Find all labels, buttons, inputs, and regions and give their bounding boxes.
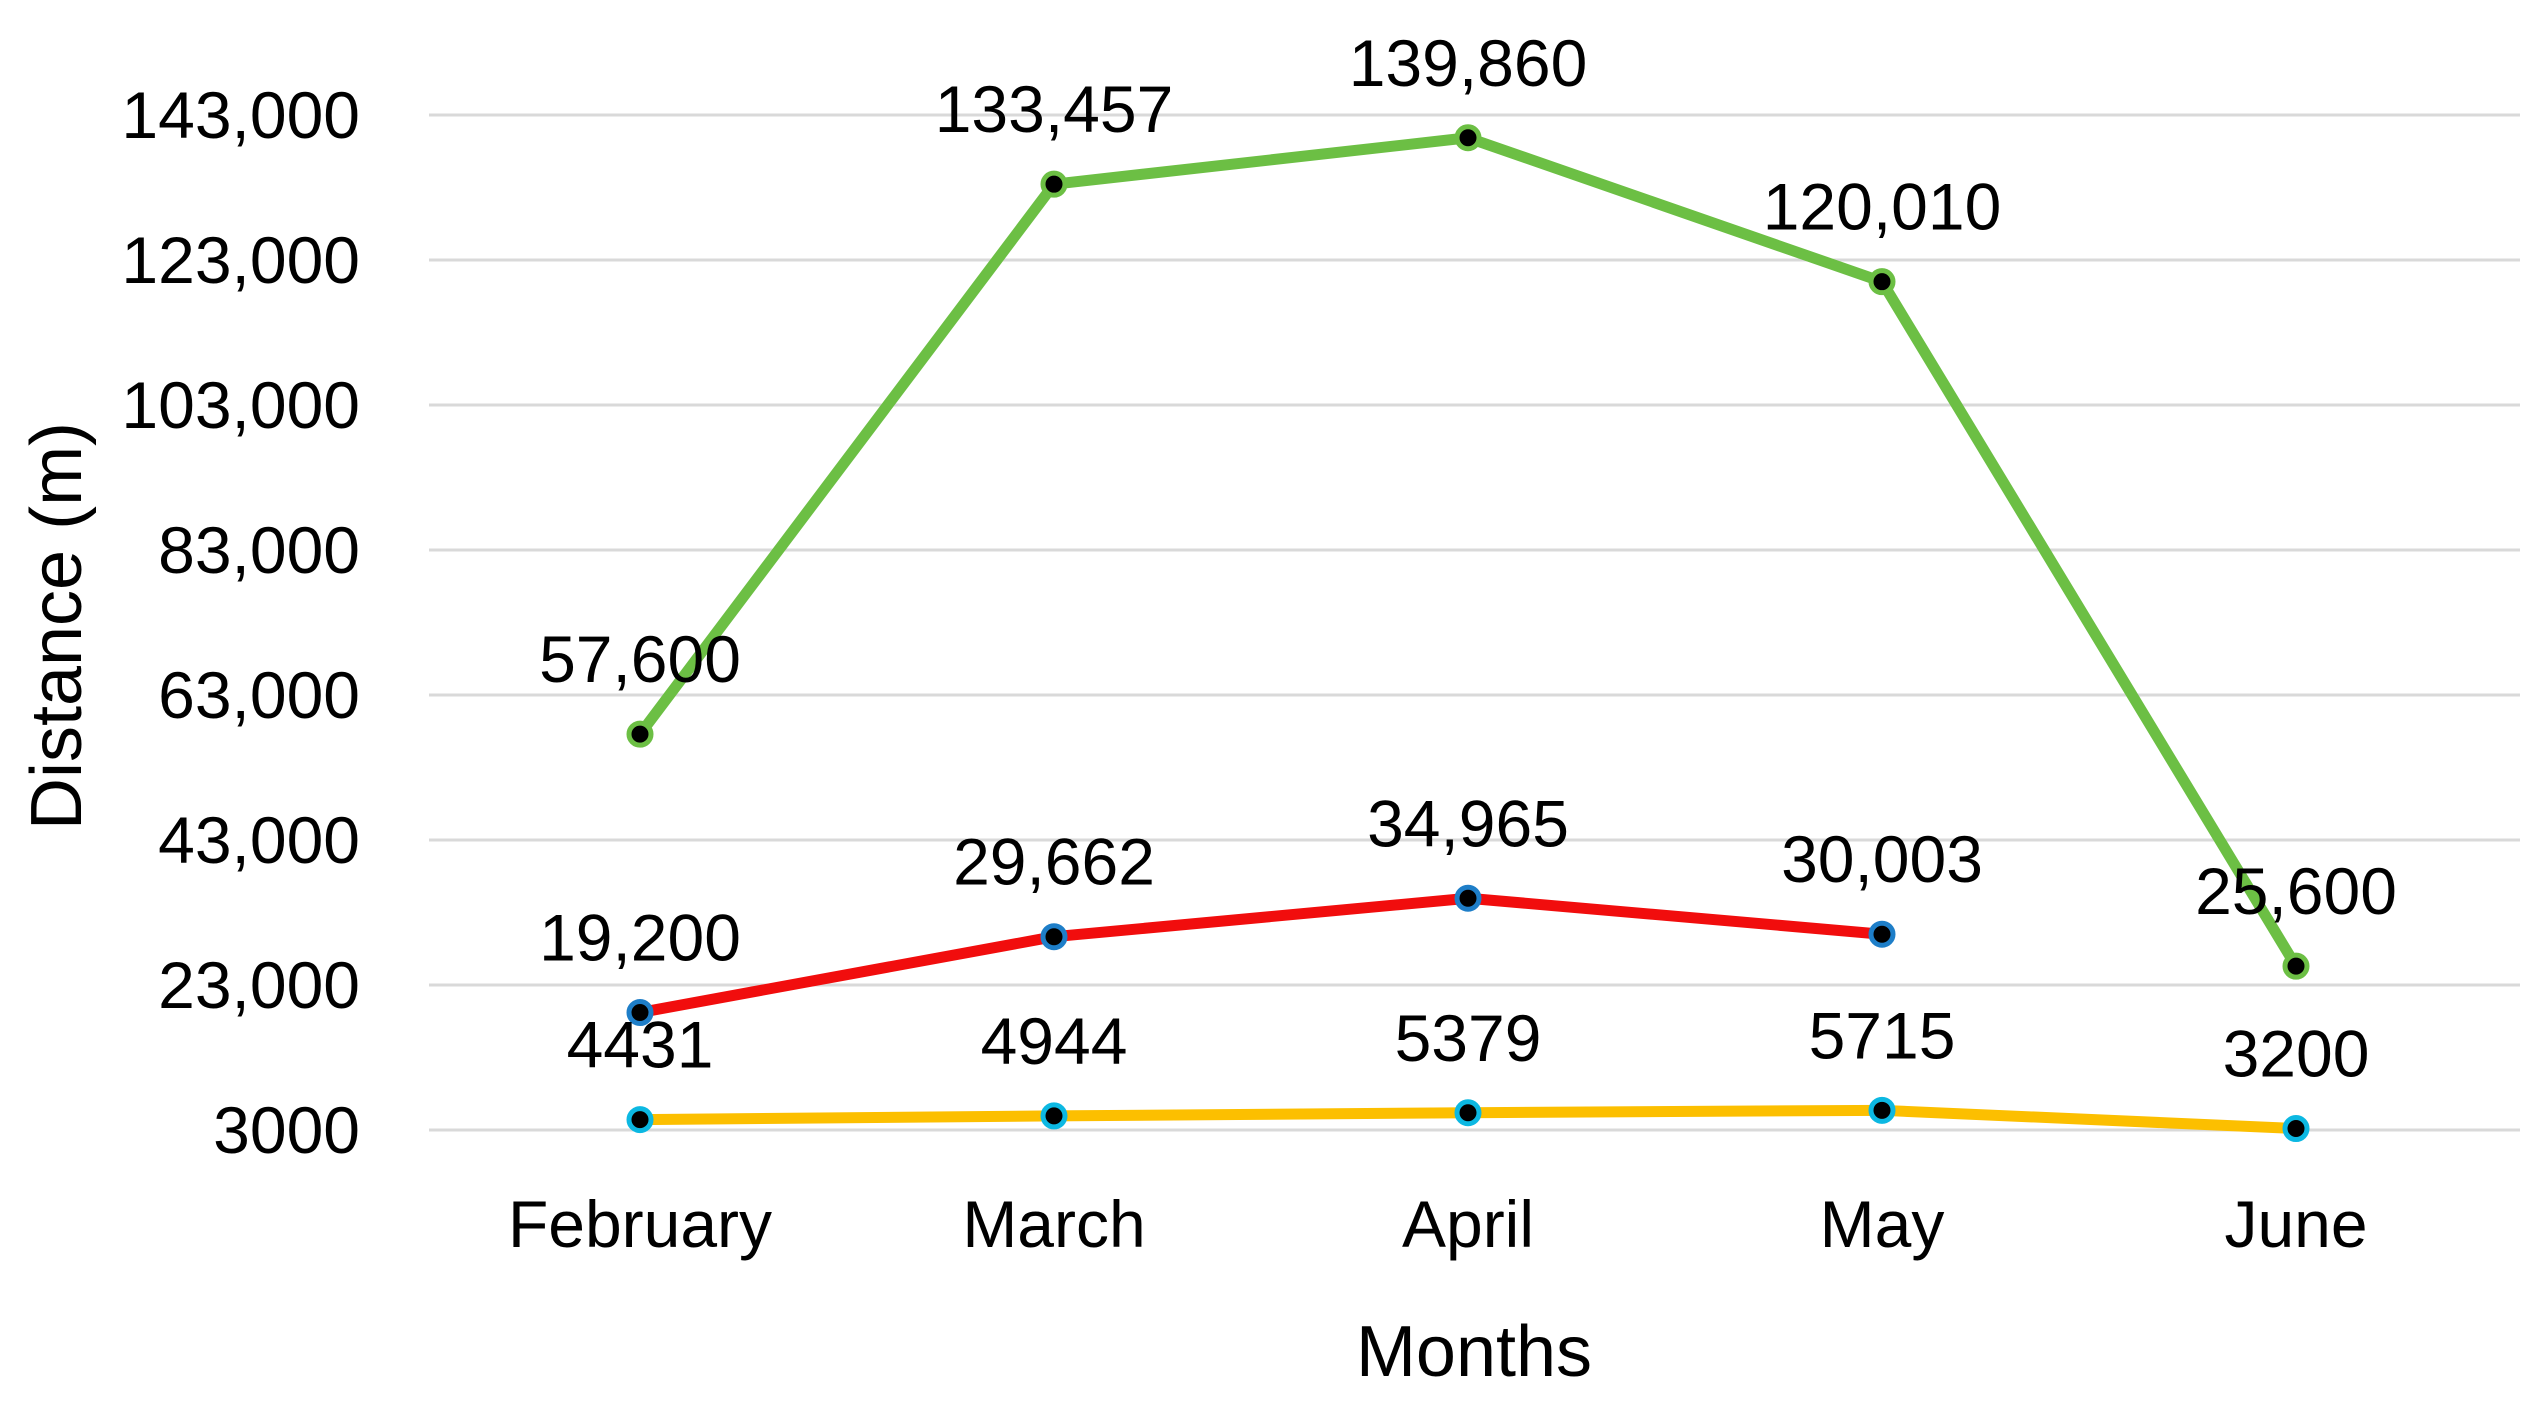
series-line-red: [634, 892, 1888, 1019]
data-point-marker-green: [2282, 952, 2310, 980]
data-point-marker-red: [1868, 920, 1896, 948]
data-point-marker-yellow: [2282, 1115, 2310, 1143]
y-tick-label: 143,000: [121, 78, 360, 152]
y-axis-title: Distance (m): [17, 421, 97, 831]
data-point-label-red: 34,965: [1367, 786, 1569, 860]
data-point-label-green: 57,600: [539, 622, 741, 696]
data-point-label-yellow: 4431: [567, 1008, 714, 1082]
data-point-label-yellow: 3200: [2223, 1017, 2370, 1091]
data-point-marker-green: [626, 720, 654, 748]
data-point-label-yellow: 5379: [1395, 1001, 1542, 1075]
data-point-label-yellow: 5715: [1809, 998, 1956, 1072]
x-axis-title: Months: [1355, 1312, 1593, 1392]
x-tick-label: May: [1820, 1187, 1945, 1261]
data-point-label-red: 30,003: [1781, 822, 1983, 896]
data-point-marker-yellow: [1868, 1096, 1896, 1124]
data-point-label-red: 29,662: [953, 825, 1155, 899]
y-tick-label: 63,000: [158, 658, 360, 732]
y-tick-label: 23,000: [158, 948, 360, 1022]
data-point-label-yellow: 4944: [981, 1004, 1128, 1078]
x-tick-label: February: [508, 1187, 772, 1261]
data-point-marker-green: [1868, 268, 1896, 296]
data-point-marker-yellow: [1040, 1102, 1068, 1130]
y-tick-label: 3000: [213, 1093, 360, 1167]
y-tick-label: 123,000: [121, 223, 360, 297]
data-point-marker-yellow: [1454, 1099, 1482, 1127]
data-point-marker-red: [1454, 884, 1482, 912]
data-point-marker-green: [1040, 170, 1068, 198]
data-point-label-green: 139,860: [1349, 26, 1588, 100]
y-tick-label: 83,000: [158, 513, 360, 587]
x-tick-label: April: [1402, 1187, 1534, 1261]
x-tick-label: March: [962, 1187, 1145, 1261]
data-point-label-green: 133,457: [935, 72, 1174, 146]
data-point-marker-yellow: [626, 1106, 654, 1134]
data-point-marker-red: [626, 999, 654, 1027]
x-tick-label: June: [2224, 1187, 2367, 1261]
data-point-marker-green: [1454, 124, 1482, 152]
data-point-label-green: 120,010: [1763, 170, 2002, 244]
y-tick-label: 43,000: [158, 803, 360, 877]
y-tick-label: 103,000: [121, 368, 360, 442]
data-point-label-green: 25,600: [2195, 854, 2397, 928]
data-point-label-red: 19,200: [539, 901, 741, 975]
data-point-marker-red: [1040, 923, 1068, 951]
